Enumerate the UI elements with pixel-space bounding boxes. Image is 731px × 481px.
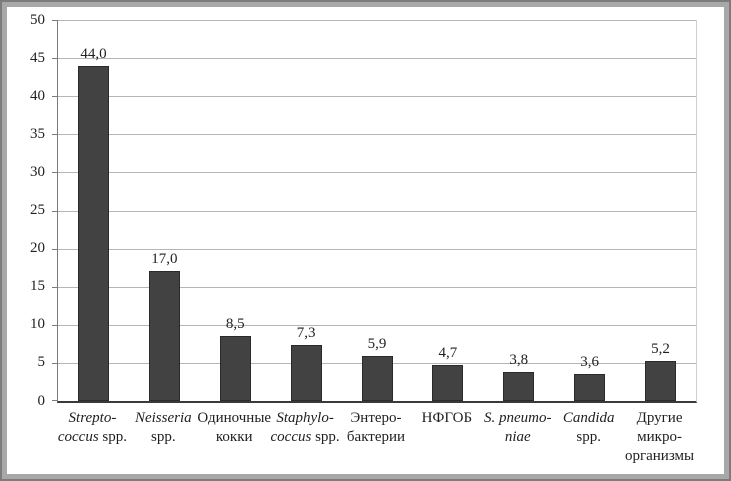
x-category-label: Другие микро-организмы — [624, 410, 695, 464]
y-tick-mark — [52, 172, 57, 174]
gridline — [58, 286, 696, 288]
x-category-label: Strepto-coccus spp. — [57, 410, 128, 445]
y-tick-mark — [52, 134, 57, 136]
bar-value-label: 8,5 — [225, 316, 245, 333]
x-category-label: S. pneumo-niae — [484, 410, 552, 445]
y-tick-mark — [52, 324, 57, 326]
gridline — [58, 58, 696, 60]
bar-value-label: 5,9 — [367, 336, 387, 353]
y-axis-tick-label: 40 — [30, 87, 45, 104]
bar-value-label: 7,3 — [296, 325, 316, 342]
y-axis-tick-label: 10 — [30, 316, 45, 333]
bar — [77, 65, 109, 401]
y-axis-tick-label: 0 — [37, 392, 46, 409]
y-axis-tick-label: 5 — [37, 354, 46, 371]
bar-value-label: 3,8 — [509, 352, 529, 369]
gridline — [58, 172, 696, 174]
bar-value-label: 5,2 — [651, 341, 670, 358]
y-axis-tick-label: 50 — [30, 11, 45, 28]
y-tick-mark — [52, 248, 57, 250]
gridline — [58, 134, 696, 136]
y-axis-tick-label: 35 — [30, 125, 45, 142]
gridline — [58, 324, 696, 326]
y-axis-tick-label: 30 — [30, 163, 45, 180]
x-category-label: Staphylo-coccus spp. — [270, 410, 340, 445]
bar-value-label: 4,7 — [438, 345, 458, 362]
bar-value-label: 3,6 — [580, 353, 600, 370]
bar — [574, 373, 606, 401]
bar — [645, 361, 677, 401]
y-axis-tick-label: 45 — [30, 49, 45, 66]
x-category-label: Энтеро-бактерии — [346, 410, 406, 445]
gridline — [58, 210, 696, 212]
x-category-label: НФГОБ — [421, 410, 473, 426]
gridline — [58, 96, 696, 98]
y-tick-mark — [52, 58, 57, 60]
y-tick-mark — [52, 400, 57, 401]
bar — [432, 365, 464, 401]
x-category-label: Одиночные кокки — [197, 410, 272, 445]
bar-value-label: 17,0 — [151, 251, 178, 268]
gridline — [58, 20, 696, 21]
bar — [503, 372, 535, 401]
y-tick-mark — [52, 362, 57, 364]
bar — [290, 345, 322, 401]
y-tick-mark — [52, 286, 57, 288]
y-axis-tick-label: 20 — [30, 240, 45, 257]
plot-area: 44,0 17,0 8,5 7,3 5,9 4,7 3,8 3,6 5,2 — [52, 20, 697, 403]
y-tick-mark — [52, 20, 57, 21]
x-category-label: Candida spp. — [562, 410, 615, 445]
y-axis: 0 5 10 15 20 25 30 35 40 45 50 — [2, 12, 46, 409]
y-axis-tick-label: 15 — [30, 278, 45, 295]
x-category-label: Neisseria spp. — [134, 410, 192, 445]
gridline — [58, 248, 696, 250]
y-tick-mark — [52, 96, 57, 98]
bar-value-label: 44,0 — [80, 45, 107, 62]
bar — [148, 271, 180, 401]
y-tick-mark — [52, 210, 57, 212]
bar — [361, 356, 393, 401]
bar — [219, 336, 251, 401]
y-axis-tick-label: 25 — [30, 202, 45, 218]
